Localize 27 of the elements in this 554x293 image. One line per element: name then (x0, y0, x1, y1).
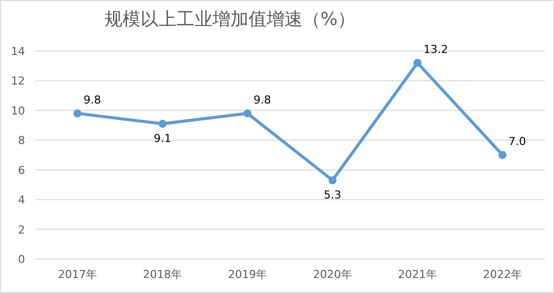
data-label: 5.3 (324, 188, 342, 202)
point (414, 58, 422, 67)
data-label: 9.8 (84, 93, 101, 106)
x-tick-label: 2019年 (228, 268, 267, 281)
point (244, 109, 252, 118)
point (158, 120, 166, 128)
data-label: 9.1 (154, 132, 172, 145)
y-tick-label: 6 (18, 164, 25, 177)
data-label: 7.0 (508, 135, 526, 148)
y-tick-label: 14 (11, 45, 25, 58)
x-tick-label: 2021年 (398, 268, 437, 281)
chart-title: 规模以上工业增加值增速（%） (104, 9, 356, 30)
point (498, 151, 506, 159)
y-tick-label: 8 (18, 134, 25, 148)
point (74, 109, 82, 118)
x-tick-label: 2017年 (58, 268, 97, 281)
x-tick-label: 2022年 (483, 268, 522, 281)
point (328, 176, 336, 184)
y-tick-label: 2 (18, 223, 25, 236)
x-tick-label: 2020年 (313, 268, 352, 281)
data-label: 9.8 (254, 93, 271, 106)
x-tick-label: 2018年 (143, 268, 182, 281)
data-label: 13.2 (424, 42, 448, 56)
y-tick-label: 12 (11, 74, 25, 88)
y-tick-label: 4 (18, 194, 25, 207)
y-tick-label: 10 (11, 104, 25, 118)
y-tick-label: 0 (18, 253, 25, 266)
